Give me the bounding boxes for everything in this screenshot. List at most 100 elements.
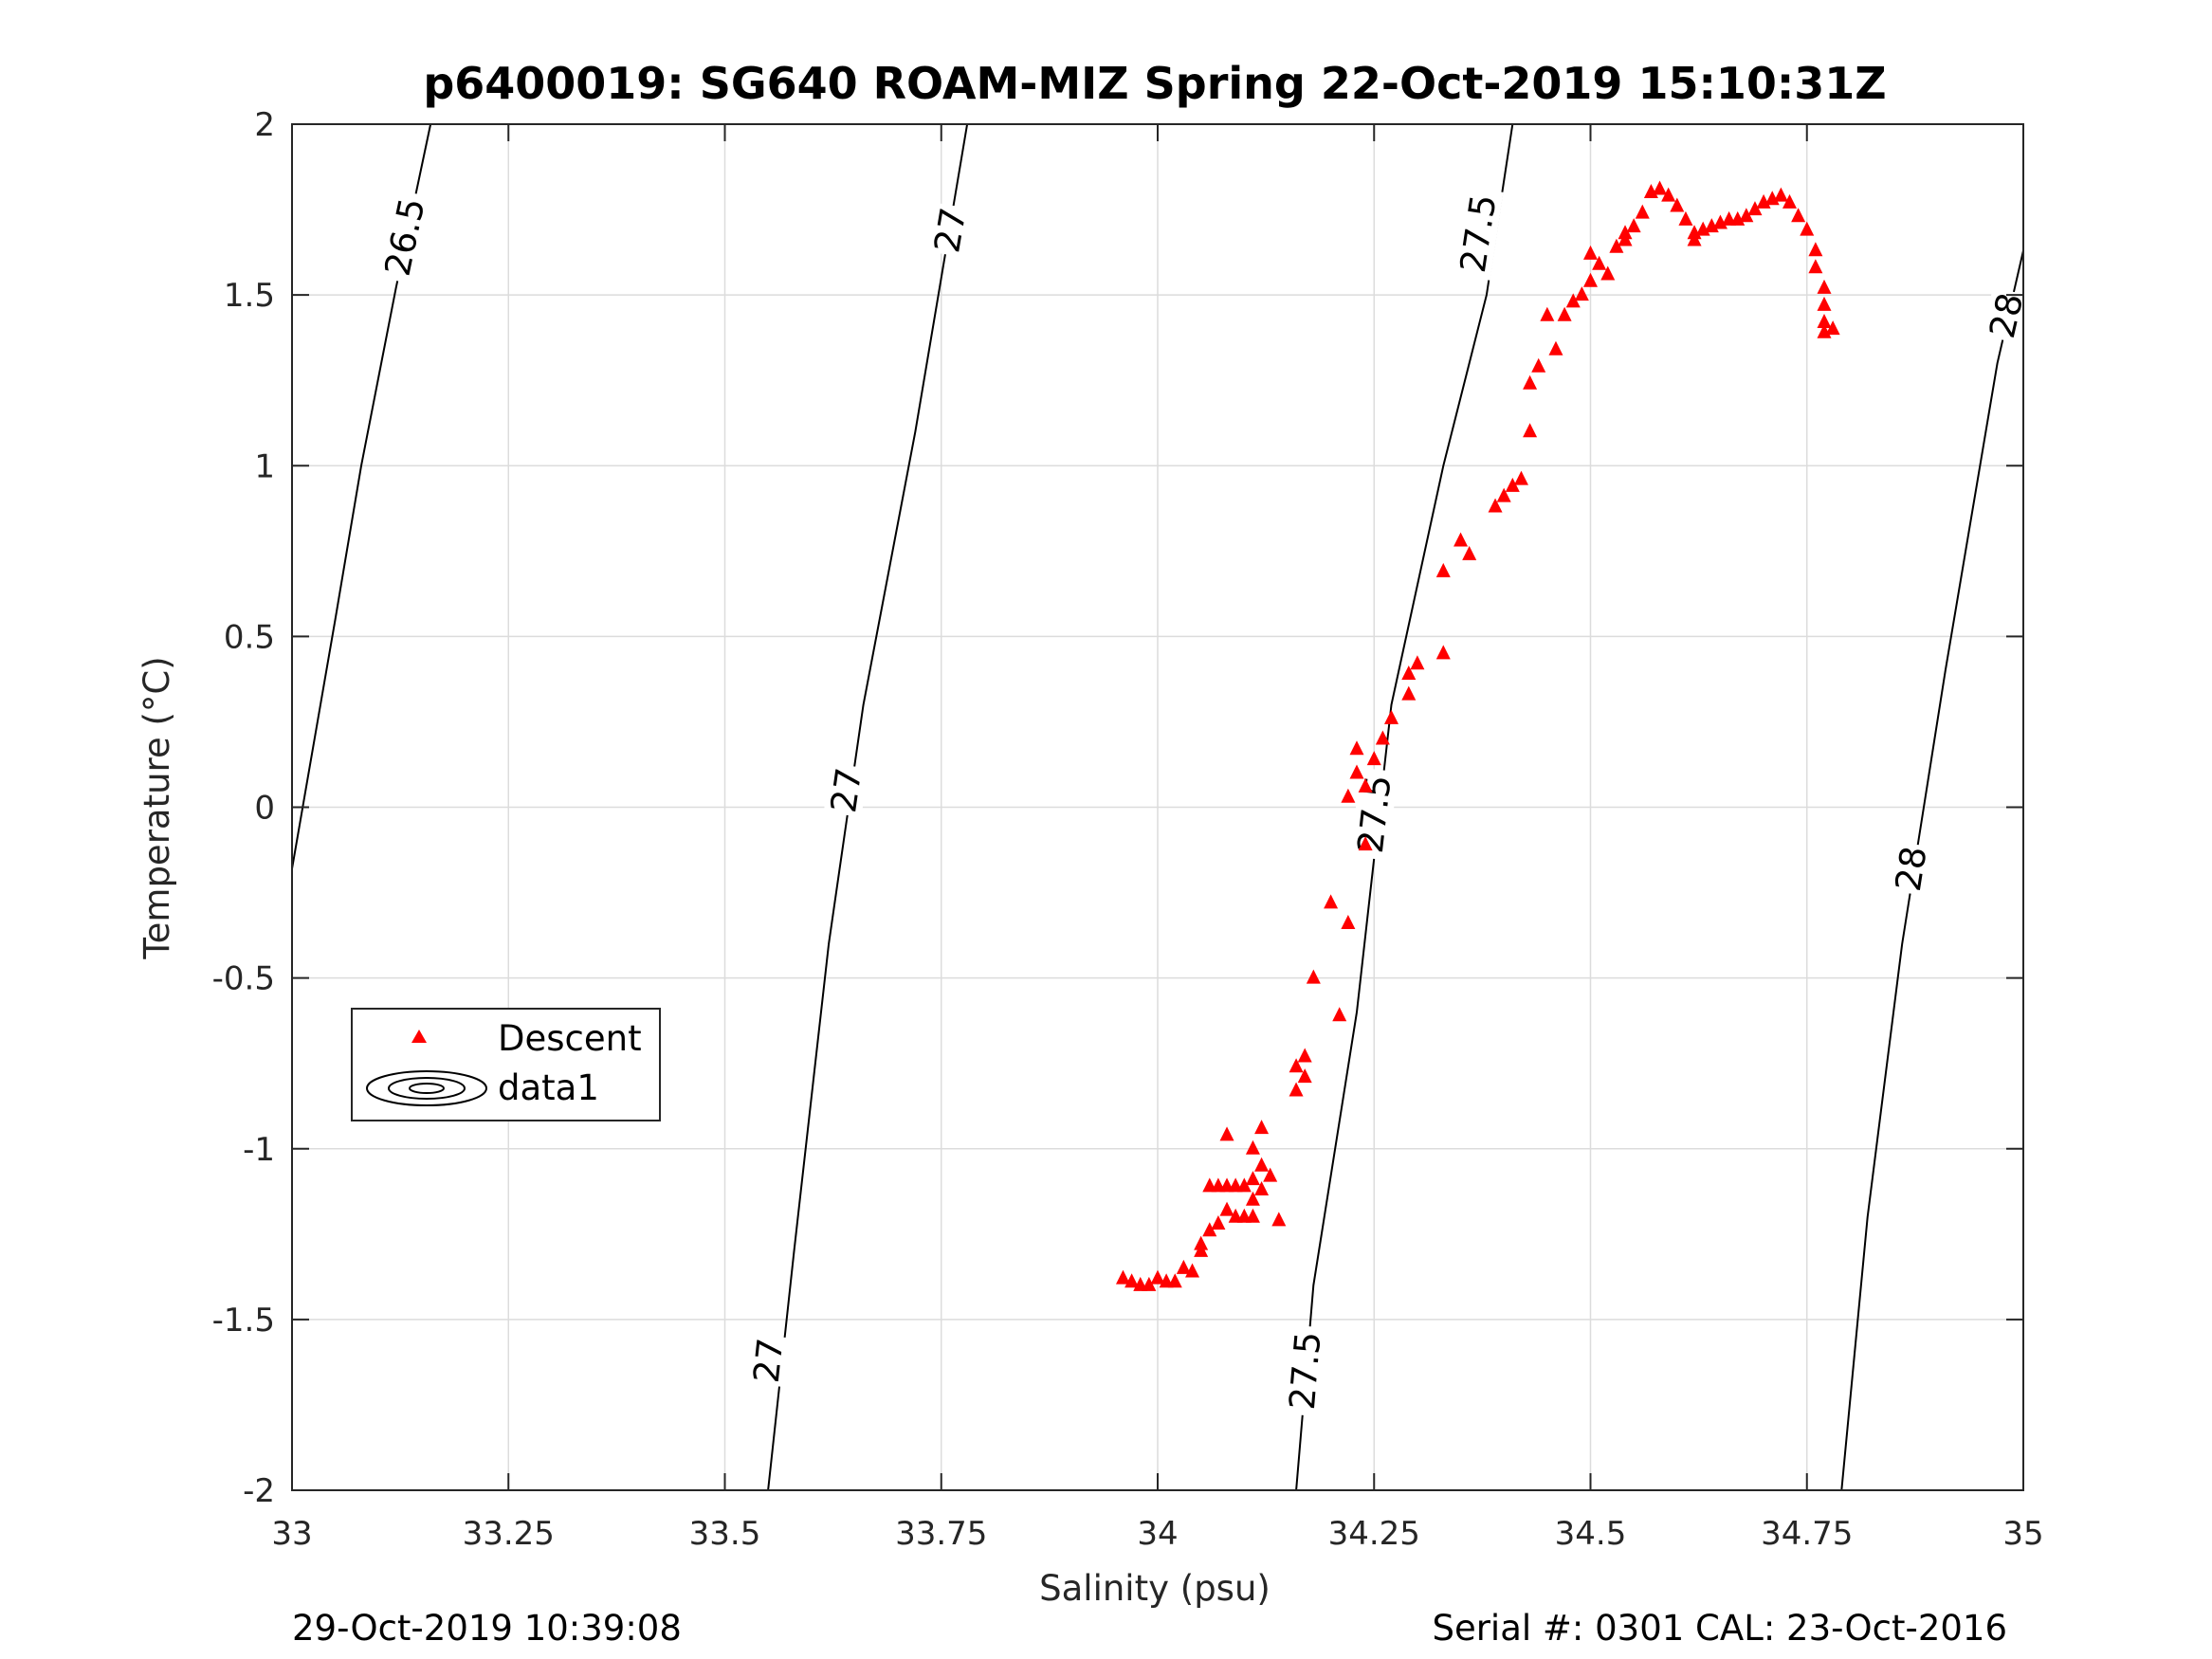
isopycnal-27.5 <box>1295 124 1514 1490</box>
descent-point <box>1488 498 1503 513</box>
descent-point <box>1401 685 1417 701</box>
descent-point <box>1245 1208 1260 1223</box>
descent-point <box>1306 969 1321 984</box>
descent-point <box>1808 259 1823 274</box>
descent-point <box>1800 221 1815 236</box>
x-tick-label: 33.75 <box>895 1515 987 1553</box>
descent-point <box>1574 286 1589 301</box>
descent-point <box>1358 777 1373 793</box>
contour-label-27: 27 <box>746 1334 792 1388</box>
descent-point <box>1462 545 1477 560</box>
y-tick-label: -2 <box>243 1472 275 1510</box>
descent-point <box>1565 293 1581 308</box>
legend-entry-descent: Descent <box>498 1018 642 1059</box>
descent-point <box>1583 272 1598 287</box>
contour-label-28: 28 <box>1982 286 2023 344</box>
x-tick-label: 34.75 <box>1761 1515 1853 1553</box>
descent-point <box>1219 1201 1234 1216</box>
isopycnal-27 <box>767 124 969 1490</box>
descent-point <box>1245 1191 1260 1206</box>
descent-point <box>1384 709 1399 724</box>
descent-point <box>1453 532 1469 547</box>
contour-label-28: 28 <box>1888 841 1935 897</box>
contour-label-27: 27 <box>926 202 975 258</box>
descent-point <box>1523 374 1538 390</box>
descent-point <box>1297 1048 1312 1063</box>
contour-label-27.5: 27.5 <box>1350 767 1399 861</box>
descent-point <box>1747 201 1763 216</box>
legend-contour-icon <box>366 1070 487 1106</box>
descent-point <box>1626 218 1641 233</box>
descent-point <box>1557 306 1572 321</box>
descent-point <box>1825 320 1840 336</box>
descent-point <box>1635 204 1650 219</box>
descent-point <box>1609 238 1624 253</box>
descent-point <box>1332 1007 1347 1022</box>
descent-point <box>1540 306 1555 321</box>
x-tick-label: 33.5 <box>689 1515 761 1553</box>
descent-point <box>1289 1058 1304 1073</box>
y-tick-label: -1.5 <box>212 1302 275 1340</box>
y-tick-label: 0 <box>254 790 275 828</box>
descent-point <box>1289 1082 1304 1097</box>
contour-label-text: 28 <box>1888 844 1935 894</box>
descent-point <box>1245 1139 1260 1155</box>
contour-label-text: 27 <box>926 205 974 256</box>
contour-label-27.5: 27.5 <box>1282 1324 1329 1417</box>
descent-point <box>1142 1276 1157 1291</box>
contour-label-text: 27 <box>746 1336 792 1384</box>
contour-label-text: 27.5 <box>1350 773 1399 855</box>
descent-point <box>1670 197 1685 212</box>
descent-point <box>1254 1180 1270 1195</box>
descent-point <box>1366 751 1381 766</box>
descent-point <box>1739 208 1754 223</box>
descent-point <box>1358 836 1373 851</box>
x-tick-label: 33 <box>271 1515 312 1553</box>
descent-point <box>1531 357 1546 373</box>
descent-point <box>1219 1126 1234 1141</box>
descent-point <box>1548 340 1563 356</box>
descent-point <box>1254 1120 1270 1135</box>
descent-point <box>1653 180 1668 195</box>
x-axis-label: Salinity (psu) <box>1039 1568 1271 1609</box>
descent-point <box>1687 231 1702 246</box>
descent-point <box>1297 1068 1312 1084</box>
descent-point <box>1592 255 1607 270</box>
x-tick-label: 33.25 <box>463 1515 555 1553</box>
descent-point <box>1263 1167 1278 1182</box>
y-tick-label: -1 <box>243 1131 275 1169</box>
descent-point <box>1505 477 1520 492</box>
descent-point <box>1271 1212 1287 1227</box>
descent-point <box>1115 1269 1130 1285</box>
descent-point <box>1124 1273 1140 1288</box>
descent-point <box>1349 740 1364 756</box>
x-tick-label: 34 <box>1137 1515 1178 1553</box>
y-tick-label: 1 <box>254 447 275 485</box>
legend-entry-data1: data1 <box>498 1067 599 1108</box>
descent-point <box>1341 914 1356 929</box>
descent-point <box>1245 1171 1260 1186</box>
descent-point <box>1236 1177 1252 1193</box>
descent-point <box>1375 730 1390 745</box>
y-axis-label: Temperature (°C) <box>137 656 177 959</box>
descent-point <box>1817 313 1832 328</box>
descent-point <box>1791 208 1806 223</box>
descent-point <box>1254 1157 1270 1172</box>
y-tick-label: 1.5 <box>224 277 275 315</box>
descent-point <box>1496 487 1511 502</box>
descent-point <box>1185 1263 1200 1278</box>
contour-label-text: 27 <box>823 765 869 815</box>
descent-point <box>1661 187 1676 202</box>
descent-point <box>1176 1259 1191 1274</box>
legend: Descent data1 <box>351 1008 661 1121</box>
descent-point <box>1618 231 1633 246</box>
descent-point <box>1808 242 1823 257</box>
legend-box <box>351 1008 661 1121</box>
descent-point <box>1583 245 1598 260</box>
y-tick-label: 0.5 <box>224 618 275 656</box>
descent-point <box>1202 1222 1217 1237</box>
contour-label-27: 27 <box>823 762 869 818</box>
descent-point <box>1513 470 1528 485</box>
